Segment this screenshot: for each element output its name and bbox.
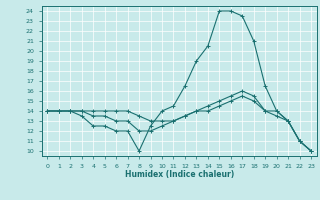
X-axis label: Humidex (Indice chaleur): Humidex (Indice chaleur) [124, 170, 234, 179]
